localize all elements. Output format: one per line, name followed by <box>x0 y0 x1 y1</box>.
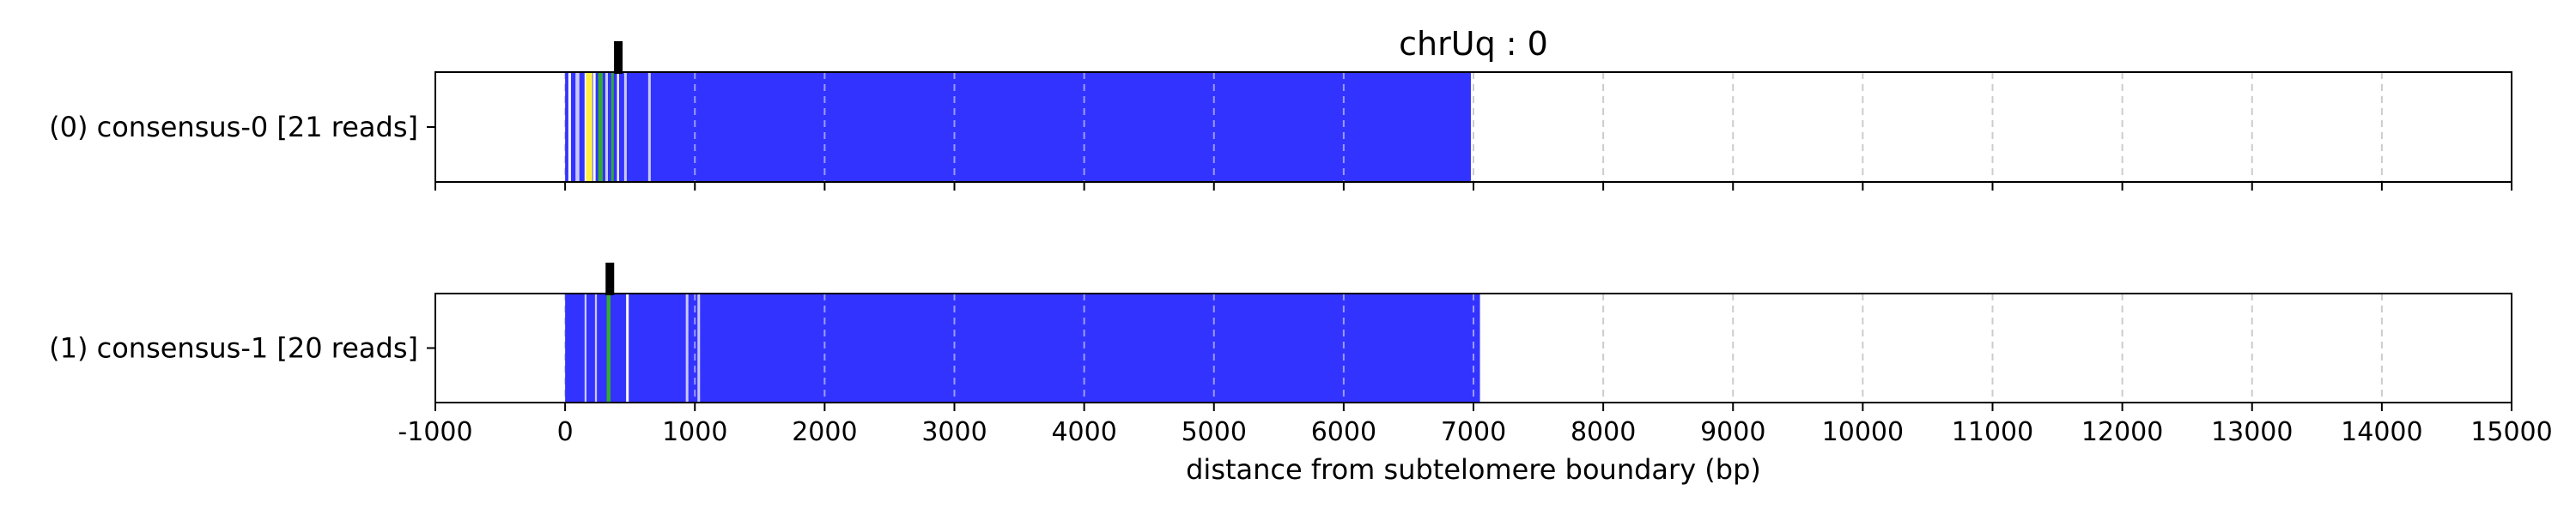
x-tick-label: 7000 <box>1441 417 1506 447</box>
x-axis-label: distance from subtelomere boundary (bp) <box>1186 453 1761 486</box>
track-segment <box>611 72 614 182</box>
track-segment <box>592 72 596 182</box>
track-segment <box>685 294 689 403</box>
x-tick-label: 13000 <box>2211 417 2293 447</box>
track-segment <box>606 294 611 403</box>
boundary-marker <box>614 41 623 74</box>
track-segment <box>575 72 580 182</box>
track-bar <box>565 294 1480 403</box>
x-tick-label: 0 <box>557 417 574 447</box>
track-label: (0) consensus-0 [21 reads] <box>49 111 418 143</box>
x-tick-label: 5000 <box>1182 417 1247 447</box>
track-segment <box>697 294 701 403</box>
plot-area: (0) consensus-0 [21 reads] (1) consensus-… <box>49 41 2553 447</box>
x-tick-label: 12000 <box>2081 417 2163 447</box>
track-segment <box>647 72 651 182</box>
x-tick-label: 2000 <box>792 417 857 447</box>
track-segment <box>594 294 598 403</box>
track-segment <box>598 72 603 182</box>
x-tick-label: 8000 <box>1571 417 1636 447</box>
boundary-marker <box>605 263 615 295</box>
x-tick-label: 9000 <box>1700 417 1765 447</box>
track-label: (1) consensus-1 [20 reads] <box>49 332 418 365</box>
track-bar <box>565 72 1471 182</box>
x-tick-label: 14000 <box>2341 417 2422 447</box>
x-tick-label: 10000 <box>1822 417 1904 447</box>
track-segment <box>584 294 587 403</box>
chart-title: chrUq : 0 <box>1399 25 1548 63</box>
x-tick-label: -1000 <box>398 417 472 447</box>
x-tick-label: 15000 <box>2470 417 2552 447</box>
x-tick-label: 4000 <box>1051 417 1116 447</box>
x-tick-label: 11000 <box>1952 417 2033 447</box>
track-segment <box>626 294 629 403</box>
track-segment <box>623 72 627 182</box>
track-segment <box>617 72 619 182</box>
x-tick-label: 3000 <box>921 417 987 447</box>
track-segment <box>605 72 608 182</box>
track-segment <box>586 72 592 182</box>
x-tick-label: 6000 <box>1311 417 1376 447</box>
x-tick-label: 1000 <box>662 417 727 447</box>
track-segment <box>568 72 571 182</box>
